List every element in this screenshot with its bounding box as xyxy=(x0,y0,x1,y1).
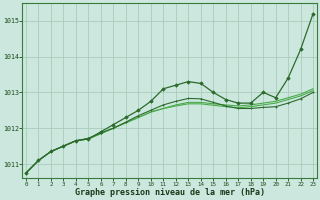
X-axis label: Graphe pression niveau de la mer (hPa): Graphe pression niveau de la mer (hPa) xyxy=(75,188,265,197)
